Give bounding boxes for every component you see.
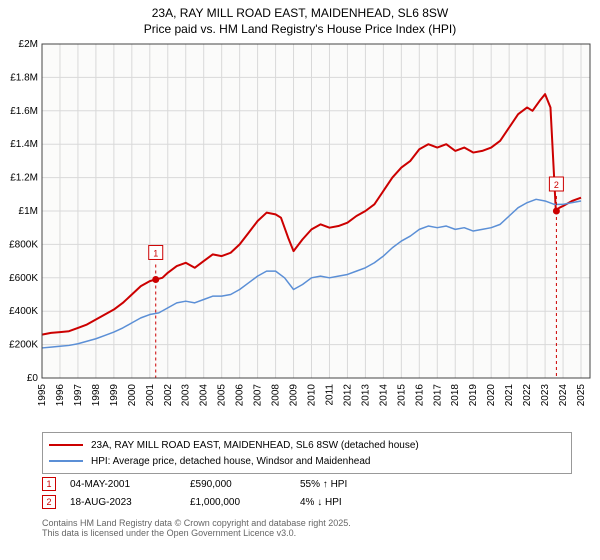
footer-line-2: This data is licensed under the Open Gov…	[42, 528, 558, 538]
svg-text:2011: 2011	[324, 384, 335, 406]
sales-table: 1 04-MAY-2001£590,00055% ↑ HPI 2 18-AUG-202…	[42, 475, 558, 511]
svg-text:2025: 2025	[576, 384, 587, 407]
svg-text:2010: 2010	[307, 384, 318, 407]
svg-text:1996: 1996	[55, 384, 66, 407]
svg-text:£200K: £200K	[9, 340, 38, 351]
footer-attribution: Contains HM Land Registry data © Crown c…	[42, 518, 558, 538]
legend-item: HPI: Average price, detached house, Wind…	[49, 453, 565, 469]
svg-text:2000: 2000	[127, 384, 138, 407]
svg-text:2017: 2017	[432, 384, 443, 407]
svg-text:£800K: £800K	[9, 239, 38, 250]
chart-title-line2: Price paid vs. HM Land Registry's House …	[0, 22, 600, 36]
svg-text:£400K: £400K	[9, 306, 38, 317]
legend-label: HPI: Average price, detached house, Wind…	[91, 456, 370, 467]
svg-text:2001: 2001	[145, 384, 156, 407]
svg-text:2014: 2014	[378, 384, 389, 407]
svg-text:£2M: £2M	[19, 39, 38, 50]
sale-price: £1,000,000	[190, 497, 300, 508]
svg-text:£1.4M: £1.4M	[10, 139, 38, 150]
sale-marker-icon: 2	[42, 495, 56, 509]
svg-text:2003: 2003	[181, 384, 192, 407]
svg-text:2020: 2020	[486, 384, 497, 407]
svg-text:2024: 2024	[558, 384, 569, 407]
chart-title-line1: 23A, RAY MILL ROAD EAST, MAIDENHEAD, SL6…	[0, 6, 600, 20]
svg-text:2018: 2018	[450, 384, 461, 407]
legend-label: 23A, RAY MILL ROAD EAST, MAIDENHEAD, SL6…	[91, 440, 419, 451]
sale-row: 2 18-AUG-2023£1,000,0004% ↓ HPI	[42, 493, 558, 511]
svg-text:2021: 2021	[504, 384, 515, 407]
sale-row: 1 04-MAY-2001£590,00055% ↑ HPI	[42, 475, 558, 493]
sale-date: 18-AUG-2023	[70, 497, 190, 508]
footer-line-1: Contains HM Land Registry data © Crown c…	[42, 518, 558, 528]
sale-marker-icon: 1	[42, 477, 56, 491]
svg-text:£1.8M: £1.8M	[10, 72, 38, 83]
sale-date: 04-MAY-2001	[70, 479, 190, 490]
svg-text:2012: 2012	[342, 384, 353, 407]
svg-text:£0: £0	[27, 373, 39, 384]
svg-text:2004: 2004	[199, 384, 210, 407]
sale-vs-hpi: 4% ↓ HPI	[300, 497, 390, 508]
legend-box: 23A, RAY MILL ROAD EAST, MAIDENHEAD, SL6…	[42, 432, 572, 474]
svg-text:1998: 1998	[91, 384, 102, 407]
svg-text:£1M: £1M	[19, 206, 38, 217]
svg-text:1997: 1997	[73, 384, 84, 407]
svg-text:£600K: £600K	[9, 273, 38, 284]
legend-swatch	[49, 460, 83, 462]
svg-text:1995: 1995	[37, 384, 48, 407]
svg-text:2022: 2022	[522, 384, 533, 407]
svg-text:2007: 2007	[253, 384, 264, 407]
svg-text:2: 2	[554, 180, 559, 190]
svg-text:2023: 2023	[540, 384, 551, 407]
svg-text:2013: 2013	[360, 384, 371, 407]
sale-price: £590,000	[190, 479, 300, 490]
svg-text:1999: 1999	[109, 384, 120, 407]
svg-text:2006: 2006	[235, 384, 246, 407]
svg-text:2019: 2019	[468, 384, 479, 407]
sale-vs-hpi: 55% ↑ HPI	[300, 479, 390, 490]
svg-text:2005: 2005	[217, 384, 228, 407]
price-chart: £0 £200K £400K £600K £800K £1M £1.2M £1.4M £1.6M…	[0, 36, 600, 426]
legend-item: 23A, RAY MILL ROAD EAST, MAIDENHEAD, SL6…	[49, 437, 565, 453]
svg-text:1: 1	[153, 248, 158, 258]
svg-text:£1.2M: £1.2M	[10, 173, 38, 184]
svg-text:2002: 2002	[163, 384, 174, 407]
svg-text:£1.6M: £1.6M	[10, 106, 38, 117]
svg-text:2009: 2009	[289, 384, 300, 407]
svg-text:2015: 2015	[396, 384, 407, 407]
legend-swatch	[49, 444, 83, 446]
svg-text:2016: 2016	[414, 384, 425, 407]
svg-text:2008: 2008	[271, 384, 282, 407]
